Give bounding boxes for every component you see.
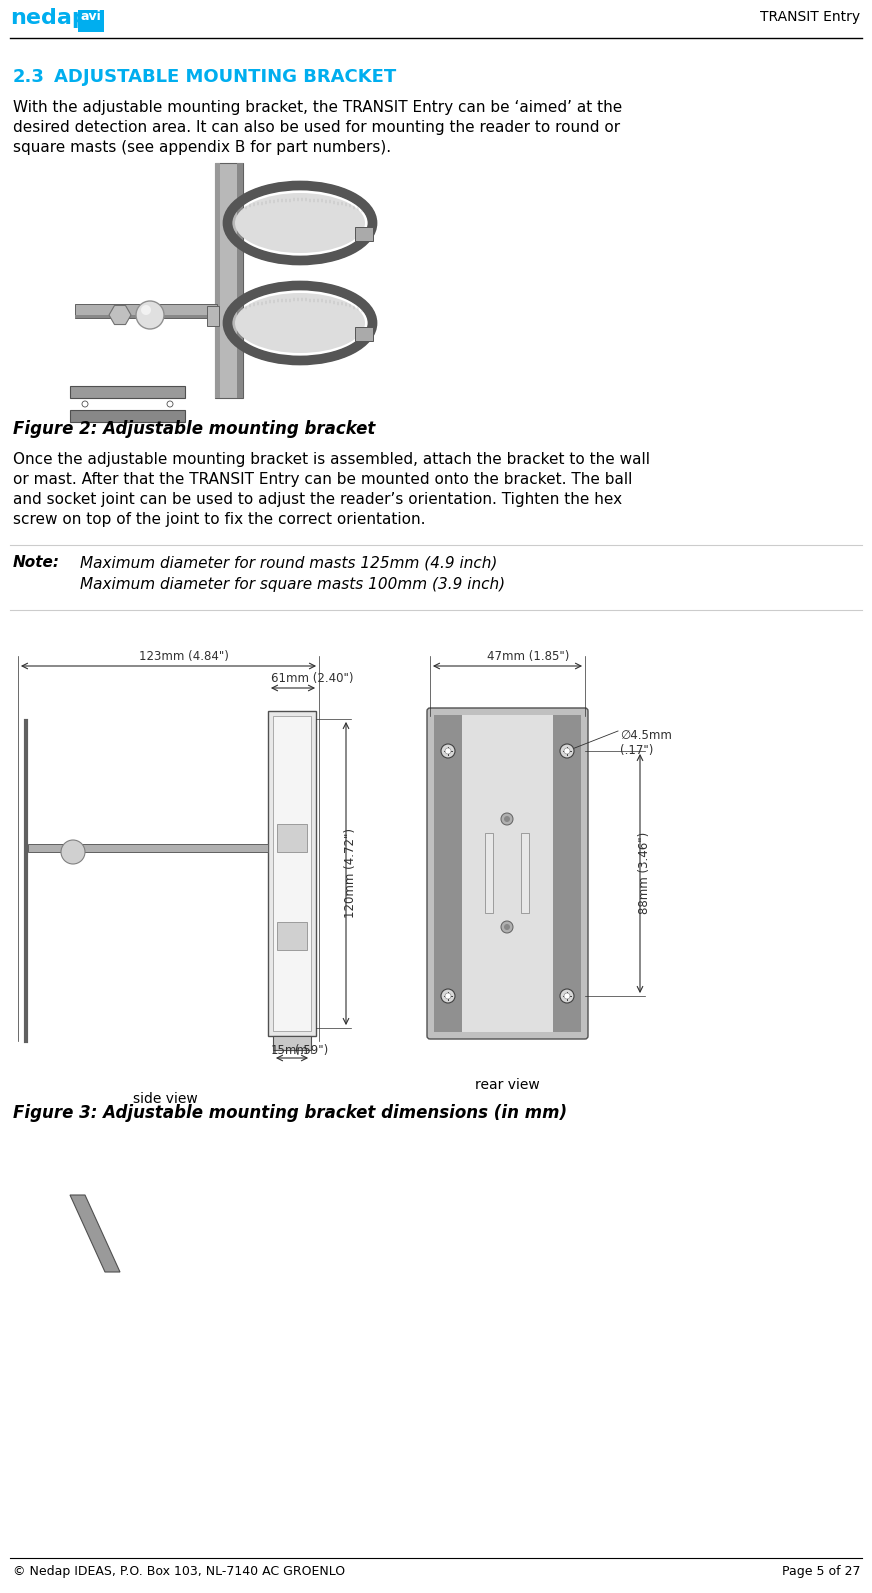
Circle shape <box>501 812 513 825</box>
Bar <box>268 710 316 1035</box>
Bar <box>78 10 104 32</box>
Circle shape <box>136 301 164 330</box>
Circle shape <box>560 989 574 1004</box>
Bar <box>237 162 243 398</box>
Text: rear view: rear view <box>474 1078 540 1091</box>
Bar <box>273 715 311 1031</box>
Text: 15mm: 15mm <box>271 1043 309 1058</box>
Text: side view: side view <box>133 1091 197 1106</box>
Text: With the adjustable mounting bracket, the TRANSIT Entry can be ‘aimed’ at the: With the adjustable mounting bracket, th… <box>13 100 623 115</box>
Polygon shape <box>109 306 131 325</box>
Ellipse shape <box>235 293 365 354</box>
Text: square masts (see appendix B for part numbers).: square masts (see appendix B for part nu… <box>13 140 392 155</box>
Text: TRANSIT Entry: TRANSIT Entry <box>760 10 860 24</box>
Bar <box>215 162 220 398</box>
Bar <box>28 844 268 852</box>
Text: 88mm (3.46"): 88mm (3.46") <box>637 832 651 914</box>
Circle shape <box>564 749 570 753</box>
Bar <box>70 386 185 398</box>
Text: 61mm (2.40"): 61mm (2.40") <box>271 672 353 685</box>
Polygon shape <box>70 1195 120 1271</box>
Bar <box>485 833 493 913</box>
Bar <box>277 922 307 949</box>
Circle shape <box>445 749 451 753</box>
Text: screw on top of the joint to fix the correct orientation.: screw on top of the joint to fix the cor… <box>13 511 426 527</box>
Bar <box>355 226 373 241</box>
Text: ADJUSTABLE MOUNTING BRACKET: ADJUSTABLE MOUNTING BRACKET <box>54 68 396 86</box>
Text: Note:: Note: <box>13 554 60 570</box>
Bar <box>75 304 217 319</box>
Bar <box>553 715 581 1032</box>
Bar <box>521 833 529 913</box>
Circle shape <box>141 304 151 315</box>
Circle shape <box>504 816 510 822</box>
Bar <box>434 715 462 1032</box>
Circle shape <box>560 744 574 758</box>
Bar <box>462 715 553 1032</box>
Text: Maximum diameter for round masts 125mm (4.9 inch): Maximum diameter for round masts 125mm (… <box>80 554 497 570</box>
Circle shape <box>167 401 173 406</box>
Text: 120mm (4.72"): 120mm (4.72") <box>344 828 357 918</box>
Bar <box>355 327 373 341</box>
Ellipse shape <box>235 193 365 253</box>
Text: 2.3: 2.3 <box>13 68 44 86</box>
Circle shape <box>564 992 570 999</box>
Bar <box>207 306 219 327</box>
FancyBboxPatch shape <box>427 707 588 1039</box>
Bar <box>215 162 243 398</box>
Text: desired detection area. It can also be used for mounting the reader to round or: desired detection area. It can also be u… <box>13 119 620 135</box>
Bar <box>75 315 217 319</box>
Bar <box>70 409 185 422</box>
Text: 47mm (1.85"): 47mm (1.85") <box>487 650 569 663</box>
Text: Figure 3: Adjustable mounting bracket dimensions (in mm): Figure 3: Adjustable mounting bracket di… <box>13 1104 567 1121</box>
Text: Once the adjustable mounting bracket is assembled, attach the bracket to the wal: Once the adjustable mounting bracket is … <box>13 452 650 467</box>
Text: (.59"): (.59") <box>295 1043 328 1058</box>
Circle shape <box>441 744 455 758</box>
Circle shape <box>445 992 451 999</box>
Circle shape <box>82 401 88 406</box>
Text: Figure 2: Adjustable mounting bracket: Figure 2: Adjustable mounting bracket <box>13 421 375 438</box>
Text: and socket joint can be used to adjust the reader’s orientation. Tighten the hex: and socket joint can be used to adjust t… <box>13 492 622 507</box>
Text: or mast. After that the TRANSIT Entry can be mounted onto the bracket. The ball: or mast. After that the TRANSIT Entry ca… <box>13 472 632 487</box>
Text: ∅4.5mm
(.17"): ∅4.5mm (.17") <box>620 730 671 757</box>
Bar <box>277 824 307 852</box>
Text: avi: avi <box>80 10 101 22</box>
Text: nedap: nedap <box>10 8 88 29</box>
Text: © Nedap IDEAS, P.O. Box 103, NL-7140 AC GROENLO: © Nedap IDEAS, P.O. Box 103, NL-7140 AC … <box>13 1564 345 1579</box>
Text: 123mm (4.84"): 123mm (4.84") <box>139 650 228 663</box>
Circle shape <box>504 924 510 930</box>
Circle shape <box>61 840 85 863</box>
Bar <box>273 1035 311 1050</box>
Circle shape <box>441 989 455 1004</box>
Text: Page 5 of 27: Page 5 of 27 <box>781 1564 860 1579</box>
Circle shape <box>501 921 513 933</box>
Text: Maximum diameter for square masts 100mm (3.9 inch): Maximum diameter for square masts 100mm … <box>80 577 505 593</box>
